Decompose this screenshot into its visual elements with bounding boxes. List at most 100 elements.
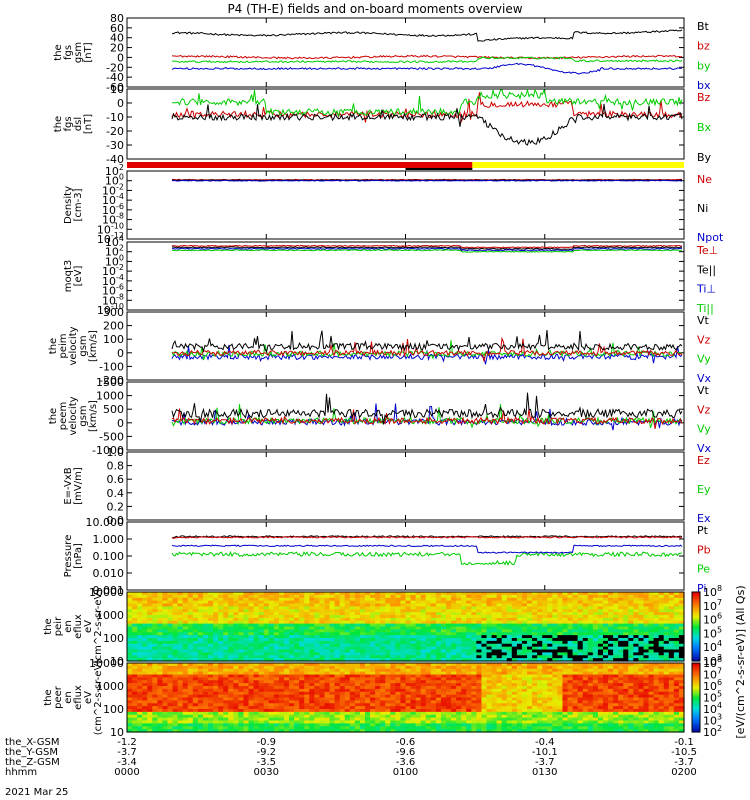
spectrogram-cell bbox=[577, 629, 584, 633]
spectrogram-cell bbox=[451, 688, 457, 693]
spectrogram-cell bbox=[127, 668, 133, 673]
spectrogram-cell bbox=[319, 652, 326, 656]
spectrogram-cell bbox=[304, 697, 310, 701]
spectrogram-cell bbox=[395, 703, 402, 707]
spectrogram-cell bbox=[314, 663, 321, 667]
spectrogram-cell bbox=[132, 606, 138, 610]
spectrogram-cell bbox=[187, 691, 194, 696]
spectrogram-cell bbox=[202, 663, 209, 667]
spectrogram-cell bbox=[380, 691, 386, 696]
spectrogram-cell bbox=[344, 709, 351, 713]
spectrogram-cell bbox=[162, 612, 169, 616]
spectrogram-cell bbox=[324, 686, 331, 690]
spectrogram-cell bbox=[162, 668, 169, 673]
spectrogram-cell bbox=[278, 620, 285, 625]
spectrogram-cell bbox=[213, 609, 219, 613]
spectrogram-cell bbox=[405, 686, 412, 690]
ytick-label: 10.000 bbox=[86, 516, 125, 529]
spectrogram-cell bbox=[663, 638, 670, 642]
spectrogram-cell bbox=[390, 665, 396, 670]
spectrogram-cell bbox=[228, 626, 234, 630]
spectrogram-cell bbox=[390, 626, 396, 630]
series-line-Vt bbox=[171, 392, 683, 425]
spectrogram-cell bbox=[228, 652, 234, 656]
spectrogram-cell bbox=[304, 668, 310, 673]
spectrogram-cell bbox=[415, 723, 422, 727]
spectrogram-cell bbox=[187, 603, 194, 607]
spectrogram-cell bbox=[370, 658, 376, 662]
spectrogram-cell bbox=[294, 606, 300, 610]
spectrogram-cell bbox=[663, 592, 670, 596]
spectrogram-cell bbox=[435, 597, 442, 602]
spectrogram-cell bbox=[506, 640, 513, 645]
spectrogram-cell bbox=[132, 646, 138, 651]
spectrogram-cell bbox=[157, 652, 164, 656]
ytick-label: 10000 bbox=[89, 657, 124, 670]
spectrogram-cell bbox=[349, 643, 356, 648]
spectrogram-cell bbox=[238, 600, 245, 605]
spectrogram-cell bbox=[223, 683, 229, 687]
spectrogram-cell bbox=[466, 594, 472, 599]
spectrogram-cell bbox=[420, 652, 427, 656]
spectrogram-cell bbox=[633, 640, 640, 645]
spectrogram-cell bbox=[400, 709, 407, 713]
spectrogram-cell bbox=[359, 714, 366, 719]
spectrogram-cell bbox=[471, 632, 477, 636]
spectrogram-cell bbox=[430, 717, 437, 722]
spectrogram-cell bbox=[410, 663, 417, 667]
spectrogram-cell bbox=[380, 697, 386, 701]
spectrogram-cell bbox=[572, 632, 579, 636]
spectrogram-cell bbox=[162, 677, 169, 681]
spectrogram-cell bbox=[278, 665, 285, 670]
spectrogram-cell bbox=[278, 629, 285, 633]
spectrogram-cell bbox=[147, 612, 153, 616]
spectrogram-cell bbox=[243, 729, 250, 733]
spectrogram-cell bbox=[299, 694, 305, 699]
ylabel-line: en bbox=[63, 691, 74, 704]
spectrogram-cell bbox=[238, 717, 245, 722]
spectrogram-cell bbox=[208, 714, 214, 719]
spectrogram-cell bbox=[527, 655, 533, 659]
spectrogram-cell bbox=[516, 600, 523, 605]
spectrogram-cell bbox=[471, 635, 477, 639]
spectrogram-cell bbox=[132, 592, 138, 596]
spectrogram-cell bbox=[456, 629, 462, 633]
spectrogram-cell bbox=[420, 726, 427, 730]
spectrogram-cell bbox=[283, 700, 290, 704]
spectrogram-cell bbox=[440, 714, 447, 719]
spectrogram-cell bbox=[476, 617, 483, 622]
spectrogram-cell bbox=[390, 594, 396, 599]
spectrogram-cell bbox=[597, 609, 604, 613]
spectrogram-cell bbox=[192, 694, 199, 699]
spectrogram-cell bbox=[223, 714, 229, 719]
spectrogram-cell bbox=[142, 615, 148, 619]
spectrogram-cell bbox=[491, 658, 498, 662]
spectrogram-cell bbox=[471, 629, 477, 633]
spectrogram-cell bbox=[238, 646, 245, 651]
spectrogram-cell bbox=[238, 697, 245, 701]
spectrogram-cell bbox=[633, 643, 640, 648]
spectrogram-cell bbox=[395, 671, 402, 676]
spectrogram-cell bbox=[496, 723, 503, 727]
spectrogram-cell bbox=[527, 643, 533, 648]
spectrogram-cell bbox=[501, 626, 508, 630]
spectrogram-cell bbox=[456, 700, 462, 704]
spectrogram-cell bbox=[451, 680, 457, 684]
spectrogram-cell bbox=[258, 720, 265, 724]
spectrogram-cell bbox=[461, 723, 467, 727]
spectrogram-cell bbox=[213, 606, 219, 610]
spectrogram-cell bbox=[410, 640, 417, 645]
spectrogram-cell bbox=[653, 658, 660, 662]
spectrogram-cell bbox=[405, 668, 412, 673]
spectrogram-cell bbox=[592, 623, 599, 628]
spectrogram-cell bbox=[511, 697, 518, 701]
spectrogram-cell bbox=[304, 671, 310, 676]
spectrogram-cell bbox=[653, 646, 660, 651]
spectrogram-cell bbox=[577, 640, 584, 645]
spectrogram-cell bbox=[486, 720, 493, 724]
series-line-Vx bbox=[171, 344, 683, 365]
spectrogram-cell bbox=[349, 638, 356, 642]
spectrogram-cell bbox=[613, 606, 619, 610]
spectrogram-cell bbox=[552, 600, 559, 605]
spectrogram-cell bbox=[364, 671, 371, 676]
